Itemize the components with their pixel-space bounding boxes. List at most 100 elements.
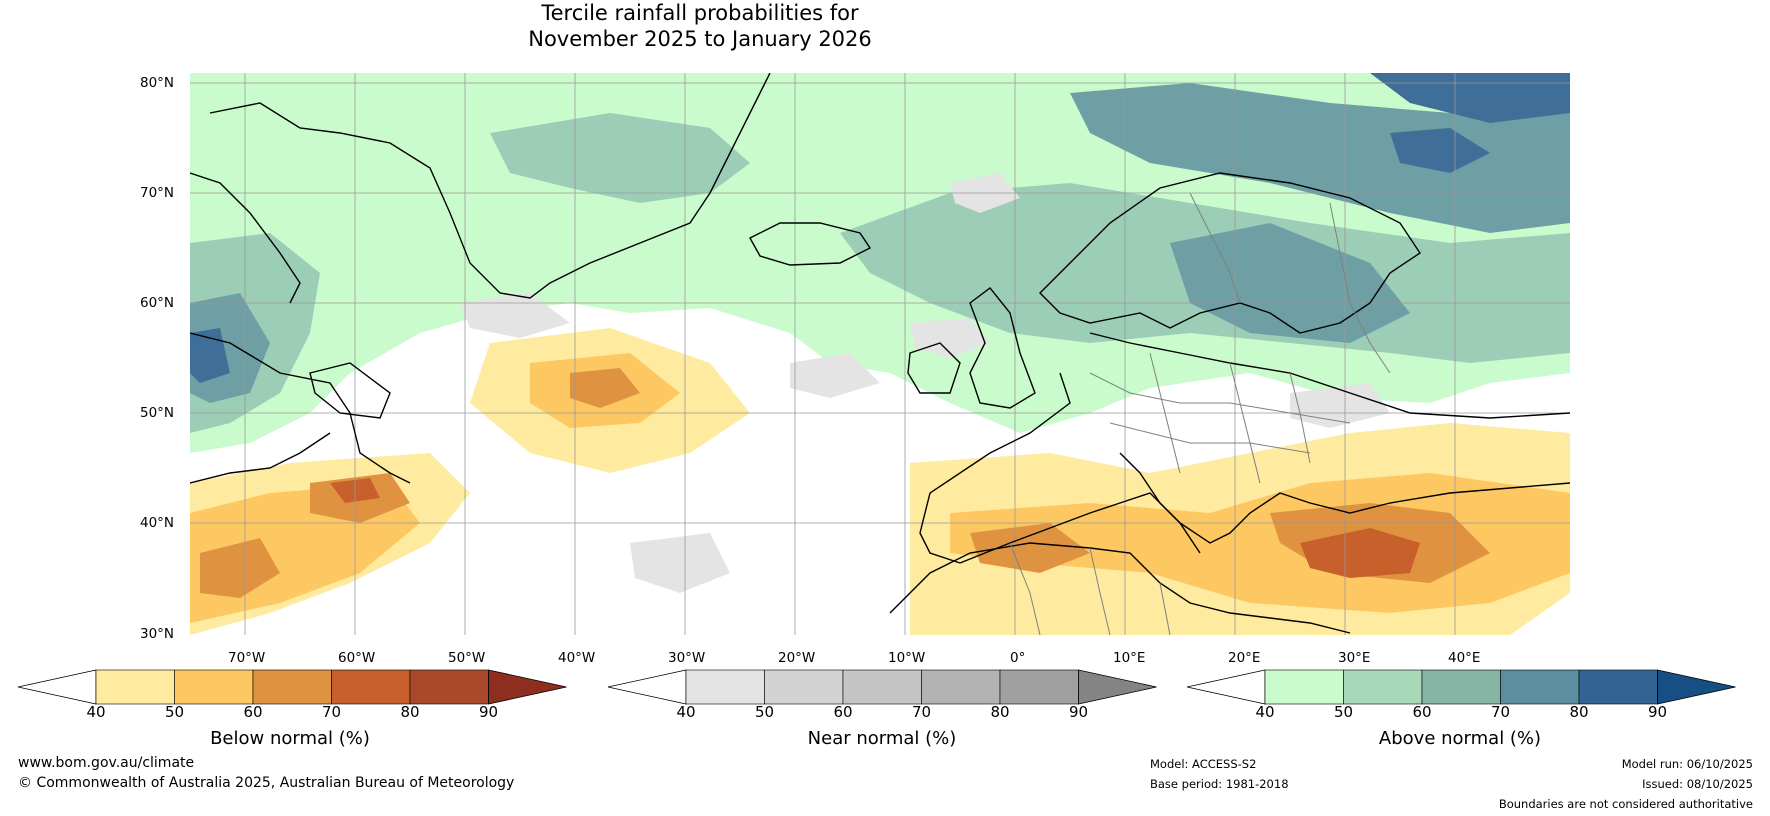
colorbar-below-max-arrow — [488, 669, 567, 705]
footer-base-period: Base period: 1981-2018 — [1150, 777, 1289, 791]
below-region-sahara-dark — [970, 523, 1090, 573]
colorbar-near-tick: 80 — [990, 703, 1010, 721]
footer-copyright: © Commonwealth of Australia 2025, Austra… — [18, 775, 515, 791]
graticule — [190, 73, 1570, 635]
colorbar-above-segment — [1578, 669, 1658, 705]
lat-label-30n: 30°N — [140, 626, 175, 642]
colorbar-above-tick: 90 — [1647, 703, 1668, 721]
lon-label-30e: 30°E — [1338, 650, 1371, 666]
colorbar-above-segment — [1343, 669, 1423, 705]
colorbar-below-segment — [174, 669, 254, 705]
colorbar-below-segment — [95, 669, 175, 705]
border-north-africa-1 — [1009, 542, 1041, 635]
rainfall-probability-map — [190, 73, 1570, 635]
coast-labrador — [190, 332, 411, 484]
coast-scandinavia — [1039, 172, 1421, 334]
colorbar-near-tick: 60 — [833, 703, 853, 721]
lon-label-40w: 40°W — [558, 650, 596, 666]
lon-label-30w: 30°W — [668, 650, 706, 666]
colorbar-below-tick: 80 — [400, 703, 420, 721]
colorbar-below-segment — [331, 669, 411, 705]
coast-north-africa — [889, 542, 1351, 634]
below-region-azores-dark — [570, 368, 640, 408]
lon-label-10e: 10°E — [1113, 650, 1146, 666]
lat-label-60n: 60°N — [140, 295, 175, 311]
colorbar-near-max-arrow — [1078, 669, 1157, 705]
below-normal-regions — [190, 328, 1570, 635]
colorbar-above-tick: 50 — [1333, 703, 1354, 721]
map-svg — [190, 73, 1570, 635]
coast-italy — [1119, 452, 1201, 554]
coast-canada-arctic — [190, 172, 301, 304]
colorbar-near-segment — [764, 669, 844, 705]
above-region-arctic-deep-2 — [1390, 128, 1490, 173]
colorbar-below-tick: 50 — [164, 703, 185, 721]
title-line-1: Tercile rainfall probabilities for — [541, 1, 859, 25]
colorbar-title-above: Above normal (%) — [1378, 728, 1542, 749]
lat-label-50n: 50°N — [140, 405, 175, 421]
near-region-1 — [460, 293, 570, 338]
below-region-west-atlantic-dark-2 — [200, 538, 280, 598]
footer-url[interactable]: www.bom.gov.au/climate — [18, 755, 195, 771]
above-region-labrador-deep — [190, 328, 230, 383]
colorbar-above-segment — [1264, 669, 1344, 705]
border-europe-3 — [1149, 352, 1181, 474]
lon-label-20w: 20°W — [778, 650, 816, 666]
lon-label-50w: 50°W — [448, 650, 486, 666]
map-title: Tercile rainfall probabilities for Novem… — [0, 0, 1400, 52]
colorbar-above-tick: 80 — [1569, 703, 1589, 721]
colorbar-above-min-arrow — [1186, 669, 1266, 705]
colorbar-near-segment — [999, 669, 1079, 705]
colorbar-near-tick: 50 — [754, 703, 775, 721]
colorbar-above-segment — [1421, 669, 1501, 705]
below-region-levant-deep — [1300, 528, 1420, 578]
colorbar-below-tick: 40 — [86, 703, 106, 721]
lat-label-40n: 40°N — [140, 515, 175, 531]
colorbar-near-segment — [685, 669, 765, 705]
colorbar-near-tick: 40 — [676, 703, 696, 721]
colorbar-near-segment — [842, 669, 922, 705]
near-region-2 — [790, 353, 880, 398]
colorbar-above-max-arrow — [1657, 669, 1736, 705]
coast-ireland — [907, 342, 961, 394]
colorbar-above-tick: 70 — [1490, 703, 1511, 721]
colorbar-below-segment — [252, 669, 332, 705]
border-europe-5 — [1289, 372, 1311, 464]
coast-greenland — [209, 73, 771, 299]
coast-mediterranean-north — [959, 482, 1570, 564]
lon-label-40e: 40°E — [1448, 650, 1481, 666]
lat-label-80n: 80°N — [140, 75, 175, 91]
colorbar-above-segment — [1500, 669, 1580, 705]
colorbar-below-min-arrow — [17, 669, 97, 705]
lon-label-70w: 70°W — [228, 650, 266, 666]
colorbar-below-tick: 90 — [478, 703, 499, 721]
coastlines — [190, 73, 1570, 634]
coast-east-canada — [190, 432, 331, 484]
coast-iceland — [749, 222, 872, 266]
footer-model: Model: ACCESS-S2 — [1150, 757, 1257, 771]
border-north-africa-3 — [1159, 582, 1171, 635]
near-region-3 — [910, 318, 990, 358]
colorbar-title-below: Below normal (%) — [210, 728, 370, 749]
near-region-7 — [630, 533, 730, 593]
above-region-arctic-deep — [1370, 73, 1570, 123]
colorbar-above-tick: 60 — [1412, 703, 1432, 721]
colorbar-below-segment — [409, 669, 489, 705]
colorbar-near-min-arrow — [607, 669, 687, 705]
colorbar-near-tick: 90 — [1068, 703, 1089, 721]
border-europe-2 — [1109, 422, 1311, 454]
border-north-africa-2 — [1089, 547, 1111, 635]
coast-britain — [969, 287, 1036, 409]
title-line-2: November 2025 to January 2026 — [528, 27, 872, 51]
coast-newfoundland — [309, 362, 391, 419]
coast-west-europe — [919, 372, 1071, 564]
lon-label-60w: 60°W — [338, 650, 376, 666]
colorbar-below-tick: 70 — [321, 703, 342, 721]
colorbar-near-segment — [921, 669, 1001, 705]
footer-disclaimer: Boundaries are not considered authoritat… — [1498, 797, 1753, 811]
lon-label-0: 0° — [1010, 650, 1026, 666]
country-borders — [1009, 192, 1391, 635]
above-region-arctic-dark — [1070, 83, 1570, 233]
colorbar-near-tick: 70 — [911, 703, 932, 721]
footer-issued: Issued: 08/10/2025 — [1642, 777, 1753, 791]
